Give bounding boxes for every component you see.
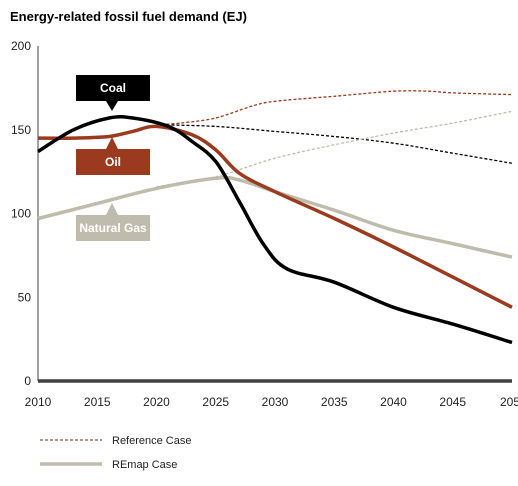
gas-callout-box xyxy=(76,215,150,241)
y-tick-label: 0 xyxy=(24,374,31,388)
coal-remap-line xyxy=(37,115,513,345)
y-tick-label: 100 xyxy=(11,207,31,221)
x-tick-label: 2035 xyxy=(321,395,348,409)
oil-callout-pointer xyxy=(106,137,118,149)
legend-reference-label: Reference Case xyxy=(112,435,192,447)
x-tick-label: 2050 xyxy=(500,395,518,409)
x-tick-label: 2010 xyxy=(25,395,52,409)
legend-remap-label: REmap Case xyxy=(112,459,177,471)
x-tick-label: 2040 xyxy=(380,395,407,409)
chart-title: Energy-related fossil fuel demand (EJ) xyxy=(10,9,247,24)
y-tick-label: 150 xyxy=(11,123,31,137)
x-tick-label: 2020 xyxy=(143,395,170,409)
oil-reference-line xyxy=(156,90,513,126)
oil-remap-line xyxy=(37,124,513,309)
y-tick-label: 200 xyxy=(11,39,31,53)
x-tick-label: 2045 xyxy=(439,395,466,409)
coal-reference-line xyxy=(156,124,513,164)
y-tick-label: 50 xyxy=(18,290,32,304)
oil-callout-box xyxy=(76,149,150,175)
gas-callout-label: Natural Gas xyxy=(79,221,147,235)
axis-lines xyxy=(37,46,512,383)
y-axis-ticks: 0 50 100 150 200 xyxy=(11,39,31,388)
x-tick-label: 2025 xyxy=(202,395,229,409)
x-tick-label: 2030 xyxy=(262,395,289,409)
series-callouts: Coal Oil Natural Gas xyxy=(76,75,150,241)
x-axis-ticks: 2010 2015 2020 2025 2030 2035 2040 2045 2050 xyxy=(25,395,518,409)
coal-callout-pointer xyxy=(106,101,118,111)
x-tick-label: 2015 xyxy=(84,395,111,409)
gas-remap-line xyxy=(37,175,513,259)
gas-reference-line xyxy=(156,110,513,188)
coal-callout-box xyxy=(76,75,150,101)
coal-callout-label: Coal xyxy=(100,81,126,95)
series-lines xyxy=(37,90,513,345)
oil-callout-label: Oil xyxy=(105,155,121,169)
legend: Reference Case REmap Case xyxy=(40,435,192,471)
gas-callout-pointer xyxy=(106,203,118,215)
